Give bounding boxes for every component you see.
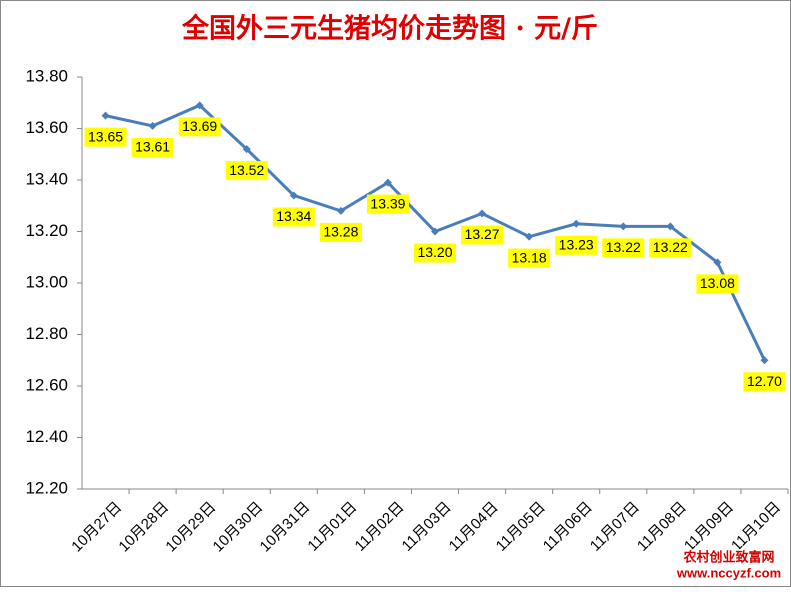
watermark: 农村创业致富网 [682,549,774,564]
watermark-bg [670,549,788,583]
y-tick-label: 13.40 [25,169,68,188]
data-label-bg [743,372,786,392]
marker [289,191,298,200]
data-label: 13.34 [276,208,311,224]
data-label-bg [649,238,692,258]
data-label-bg [508,248,551,268]
data-label: 12.70 [747,373,782,389]
chart-title: 全国外三元生猪均价走势图 · 元/斤 [181,13,598,45]
data-label-bg [414,243,456,263]
marker [666,222,675,231]
watermark: www.nccyzf.com [676,565,781,580]
data-label-bg [84,127,127,147]
data-label-bg [272,207,315,227]
data-label: 13.65 [88,128,123,144]
y-tick-label: 12.80 [25,324,68,343]
marker [760,356,769,365]
y-tick-label: 12.20 [25,478,68,497]
marker [713,258,722,267]
data-label-bg [696,274,739,294]
marker [572,219,581,228]
marker [148,121,157,130]
data-label-bg [178,117,221,137]
marker [619,222,628,231]
data-label-bg [131,137,174,157]
marker [242,145,251,154]
y-tick-label: 12.40 [25,427,68,446]
data-label-bg [319,222,362,242]
data-label: 13.39 [370,195,405,211]
marker [431,227,439,236]
marker [383,178,392,187]
marker [101,111,110,120]
data-label: 13.61 [135,139,170,155]
marker [195,101,204,110]
data-label: 13.22 [606,239,641,255]
data-label-bg [225,161,268,181]
marker [525,232,534,241]
data-label-bg [366,194,409,214]
y-tick-label: 13.20 [25,221,68,240]
data-label: 13.20 [417,244,452,260]
y-tick-label: 13.60 [25,118,68,137]
marker [478,209,487,218]
data-label: 13.18 [512,249,547,265]
y-tick-label: 12.60 [25,375,68,394]
marker [336,206,345,215]
data-label: 13.28 [323,224,358,240]
data-label-bg [555,235,598,255]
data-label: 13.27 [465,226,500,242]
y-tick-label: 13.80 [25,66,68,85]
data-label: 13.22 [653,239,688,255]
data-label-bg [461,225,504,245]
data-label-bg [602,238,645,258]
data-label: 13.08 [700,275,735,291]
y-tick-label: 13.00 [25,272,68,291]
data-label: 13.69 [182,118,217,134]
data-label: 13.52 [229,162,264,178]
data-label: 13.23 [559,236,594,252]
